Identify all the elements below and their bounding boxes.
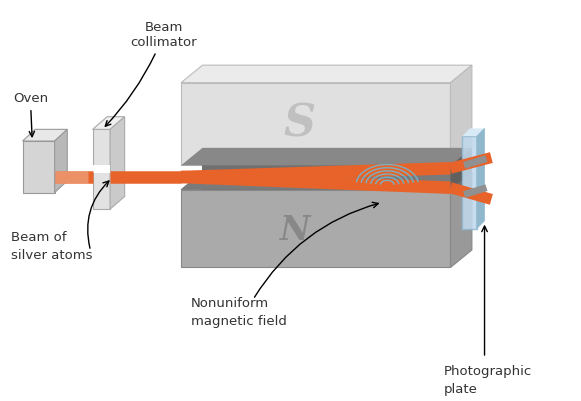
Polygon shape bbox=[462, 128, 485, 136]
Polygon shape bbox=[92, 165, 110, 173]
Polygon shape bbox=[477, 128, 485, 229]
Polygon shape bbox=[181, 83, 450, 165]
Polygon shape bbox=[450, 172, 472, 267]
Polygon shape bbox=[202, 165, 472, 190]
Polygon shape bbox=[181, 172, 472, 190]
Text: Beam
collimator: Beam collimator bbox=[105, 20, 197, 126]
Polygon shape bbox=[23, 130, 67, 141]
Polygon shape bbox=[181, 148, 472, 165]
Polygon shape bbox=[450, 148, 472, 190]
Text: Oven: Oven bbox=[13, 92, 48, 137]
Polygon shape bbox=[181, 190, 450, 267]
Polygon shape bbox=[110, 117, 125, 209]
Polygon shape bbox=[462, 136, 477, 229]
Text: Photographic
plate: Photographic plate bbox=[444, 365, 532, 396]
Text: Nonuniform
magnetic field: Nonuniform magnetic field bbox=[191, 297, 286, 328]
Polygon shape bbox=[181, 172, 472, 190]
Polygon shape bbox=[23, 141, 55, 192]
Polygon shape bbox=[181, 65, 472, 83]
Polygon shape bbox=[92, 130, 110, 209]
Polygon shape bbox=[450, 65, 472, 165]
Text: S: S bbox=[284, 102, 316, 145]
Text: N: N bbox=[279, 214, 310, 247]
Polygon shape bbox=[55, 130, 67, 192]
Text: Beam of
silver atoms: Beam of silver atoms bbox=[11, 231, 92, 263]
Polygon shape bbox=[92, 117, 125, 130]
